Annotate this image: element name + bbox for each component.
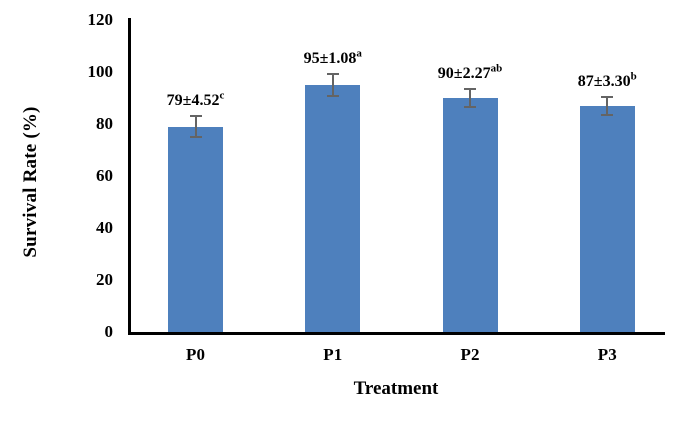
- x-tick-label-P2: P2: [460, 345, 480, 364]
- error-bar-cap-top-P1: [326, 73, 339, 76]
- x-tick-label-P1: P1: [323, 345, 343, 364]
- error-bar-cap-top-P2: [464, 87, 476, 90]
- data-label-P1: 95±1.08a: [303, 47, 362, 68]
- x-tick-label-P0: P0: [186, 345, 205, 364]
- y-tick-label-20: 20: [96, 270, 113, 289]
- error-bar-line-P1: [331, 73, 334, 97]
- data-label-P3: 87±3.30b: [577, 70, 637, 90]
- bar-P3: [579, 105, 635, 332]
- y-tick-label-60: 60: [96, 166, 113, 185]
- x-axis-line: [128, 332, 665, 335]
- error-bar-cap-bottom-P1: [326, 94, 339, 97]
- error-bar-cap-bottom-P0: [189, 136, 202, 139]
- y-tick-label-40: 40: [96, 218, 113, 237]
- data-label-P0: 79±4.52c: [166, 89, 225, 110]
- y-tick-label-0: 0: [104, 322, 114, 341]
- error-bar-cap-top-P3: [601, 95, 614, 98]
- y-axis-title: Survival Rate (%): [20, 106, 41, 258]
- error-bar-line-P3: [606, 95, 609, 116]
- bar-P0: [168, 126, 223, 332]
- error-bar-cap-top-P0: [189, 115, 202, 118]
- y-axis-line: [128, 18, 131, 335]
- bar-P1: [305, 85, 361, 332]
- error-bar-line-P2: [469, 87, 471, 109]
- x-tick-label-P3: P3: [597, 345, 617, 364]
- error-bar-line-P0: [194, 115, 197, 139]
- x-axis-title: Treatment: [353, 378, 439, 399]
- error-bar-cap-bottom-P2: [464, 106, 476, 109]
- error-bar-cap-bottom-P3: [601, 113, 614, 116]
- bar-P2: [442, 98, 498, 332]
- y-tick-label-80: 80: [96, 114, 113, 133]
- data-label-P2: 90±2.27ab: [437, 62, 503, 82]
- y-tick-label-120: 120: [87, 10, 114, 29]
- y-tick-label-100: 100: [87, 62, 114, 81]
